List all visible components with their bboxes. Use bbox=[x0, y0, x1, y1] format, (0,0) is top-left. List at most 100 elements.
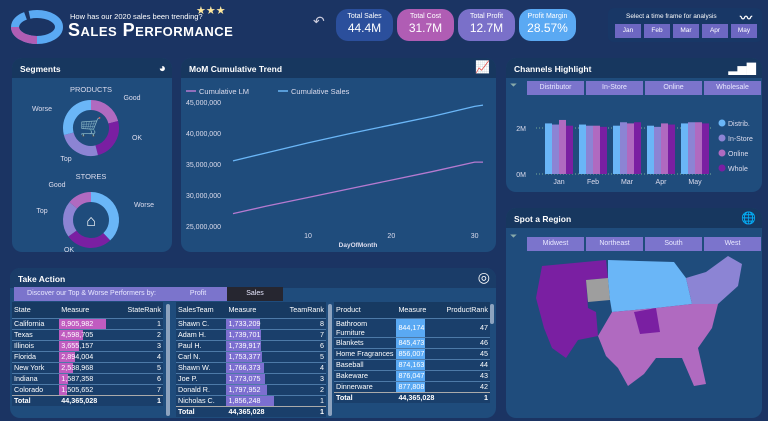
bar-jan-0[interactable] bbox=[545, 123, 552, 174]
bar-jan-2[interactable] bbox=[559, 119, 566, 174]
bar-apr-0[interactable] bbox=[647, 125, 654, 174]
us-map[interactable] bbox=[506, 208, 762, 418]
bar-mar-1[interactable] bbox=[620, 122, 627, 174]
bar-may-1[interactable] bbox=[688, 122, 695, 174]
scrollbar[interactable] bbox=[490, 304, 494, 324]
table-row[interactable]: Texas 4,598,705 2 bbox=[12, 328, 163, 340]
bar-feb-3[interactable] bbox=[600, 126, 607, 174]
x-tick-label: May bbox=[688, 179, 702, 186]
row-label: Blankets bbox=[334, 336, 397, 348]
month-button-may[interactable]: May bbox=[731, 24, 757, 38]
filter-button-wholesale[interactable]: Wholesale bbox=[704, 81, 761, 95]
bar-jan-3[interactable] bbox=[566, 125, 573, 174]
column-header[interactable]: SalesTeam bbox=[176, 302, 227, 318]
donut-slice-good[interactable] bbox=[69, 192, 92, 209]
row-measure: 1,797,952 bbox=[226, 383, 279, 395]
bar-may-3[interactable] bbox=[702, 123, 709, 174]
filter-button-west[interactable]: West bbox=[704, 237, 761, 251]
filter-button-midwest[interactable]: Midwest bbox=[527, 237, 584, 251]
bar-jan-1[interactable] bbox=[552, 124, 559, 174]
column-header[interactable]: Product bbox=[334, 302, 397, 318]
column-header[interactable]: Measure bbox=[59, 302, 112, 318]
filter-button-online[interactable]: Online bbox=[645, 81, 702, 95]
donut-slice-ok[interactable] bbox=[68, 230, 111, 248]
table-row[interactable]: California 8,905,982 1 bbox=[12, 317, 163, 329]
bar-feb-2[interactable] bbox=[593, 125, 600, 174]
filter-button-northeast[interactable]: Northeast bbox=[586, 237, 643, 251]
bar-apr-3[interactable] bbox=[668, 124, 675, 174]
series-line-0 bbox=[232, 161, 483, 215]
column-header[interactable]: StateRank bbox=[111, 302, 163, 318]
measure-bar bbox=[396, 370, 426, 381]
column-header[interactable]: Measure bbox=[226, 302, 279, 318]
bar-may-2[interactable] bbox=[695, 122, 702, 174]
column-header[interactable]: Measure bbox=[396, 302, 445, 318]
scrollbar[interactable] bbox=[328, 304, 332, 416]
total-row: Total 44,365,028 1 bbox=[12, 394, 163, 406]
measure-bar bbox=[396, 337, 426, 348]
filter-button-distributor[interactable]: Distributor bbox=[527, 81, 584, 95]
donut-slice-worse[interactable] bbox=[63, 100, 92, 135]
bar-apr-1[interactable] bbox=[654, 126, 661, 174]
table-row[interactable]: Colorado 1,505,652 7 bbox=[12, 383, 163, 395]
table-row[interactable]: Shawn W. 1,766,373 4 bbox=[176, 361, 326, 373]
bar-mar-2[interactable] bbox=[627, 123, 634, 174]
table-row[interactable]: Adam H. 1,739,701 7 bbox=[176, 328, 326, 340]
undo-arrow-icon[interactable]: ↶ bbox=[313, 13, 325, 29]
pie-chart-icon: ◕ bbox=[158, 61, 166, 75]
donut-slice-top[interactable] bbox=[63, 202, 78, 237]
table-row[interactable]: Joe P. 1,773,075 3 bbox=[176, 372, 326, 384]
row-rank: 1 bbox=[111, 317, 163, 329]
table-row[interactable]: New York 2,538,968 5 bbox=[12, 361, 163, 373]
table-row[interactable]: Blankets 845,473 46 bbox=[334, 336, 490, 348]
month-button-feb[interactable]: Feb bbox=[644, 24, 670, 38]
bar-feb-0[interactable] bbox=[579, 124, 586, 174]
filter-icon[interactable]: ⏷ bbox=[510, 231, 518, 241]
map-region-south bbox=[598, 304, 718, 386]
column-header[interactable]: State bbox=[12, 302, 60, 318]
row-label: New York bbox=[12, 361, 60, 373]
scrollbar[interactable] bbox=[166, 304, 170, 416]
shopping-cart-icon: 🛒 bbox=[80, 116, 102, 137]
kpi-card: Total Profit 12.7M bbox=[458, 9, 515, 41]
table-row[interactable]: Paul H. 1,739,917 6 bbox=[176, 339, 326, 351]
table-row[interactable]: Bathroom Furniture 844,174 47 bbox=[334, 317, 490, 337]
bar-feb-1[interactable] bbox=[586, 125, 593, 174]
month-button-jan[interactable]: Jan bbox=[615, 24, 641, 38]
table-row[interactable]: Nicholas C. 1,856,248 1 bbox=[176, 394, 326, 406]
table-row[interactable]: Home Fragrances 856,007 45 bbox=[334, 347, 490, 359]
x-tick-label: Jan bbox=[553, 179, 564, 186]
filter-button-south[interactable]: South bbox=[645, 237, 702, 251]
tab-profit[interactable]: Profit bbox=[169, 287, 227, 301]
table-row[interactable]: Carl N. 1,753,377 5 bbox=[176, 350, 326, 362]
bar-apr-2[interactable] bbox=[661, 123, 668, 174]
bar-mar-3[interactable] bbox=[634, 122, 641, 174]
table-row[interactable]: Dinnerware 877,808 42 bbox=[334, 380, 490, 392]
row-label: Shawn W. bbox=[176, 361, 227, 373]
donut-slice-worse[interactable] bbox=[90, 192, 119, 241]
filter-button-in-store[interactable]: In-Store bbox=[586, 81, 643, 95]
table-row[interactable]: Illinois 3,655,157 3 bbox=[12, 339, 163, 351]
team-table: SalesTeam Measure TeamRank Shawn C. 1,733,20… bbox=[176, 302, 326, 417]
measure-bar bbox=[59, 329, 84, 340]
row-measure: 856,007 bbox=[396, 347, 445, 359]
column-header[interactable]: ProductRank bbox=[444, 302, 490, 318]
month-button-apr[interactable]: Apr bbox=[702, 24, 728, 38]
month-button-mar[interactable]: Mar bbox=[673, 24, 699, 38]
tab-sales[interactable]: Sales bbox=[227, 287, 283, 301]
donut-slice-good[interactable] bbox=[90, 100, 119, 124]
column-header[interactable]: TeamRank bbox=[278, 302, 326, 318]
y-tick-label: 40,000,000 bbox=[186, 131, 221, 138]
table-row[interactable]: Bakeware 876,047 43 bbox=[334, 369, 490, 381]
bar-may-0[interactable] bbox=[681, 123, 688, 174]
table-row[interactable]: Donald R. 1,797,952 2 bbox=[176, 383, 326, 395]
table-row[interactable]: Baseball 874,163 44 bbox=[334, 358, 490, 370]
filter-icon[interactable]: ⏷ bbox=[510, 80, 518, 90]
table-row[interactable]: Florida 2,894,004 4 bbox=[12, 350, 163, 362]
series-line-1 bbox=[232, 104, 484, 162]
table-row[interactable]: Shawn C. 1,733,209 8 bbox=[176, 317, 326, 329]
bar-mar-0[interactable] bbox=[613, 125, 620, 174]
table-row[interactable]: Indiana 1,587,358 6 bbox=[12, 372, 163, 384]
donut-slice-top[interactable] bbox=[63, 132, 98, 156]
donut-slice-ok[interactable] bbox=[95, 121, 119, 156]
